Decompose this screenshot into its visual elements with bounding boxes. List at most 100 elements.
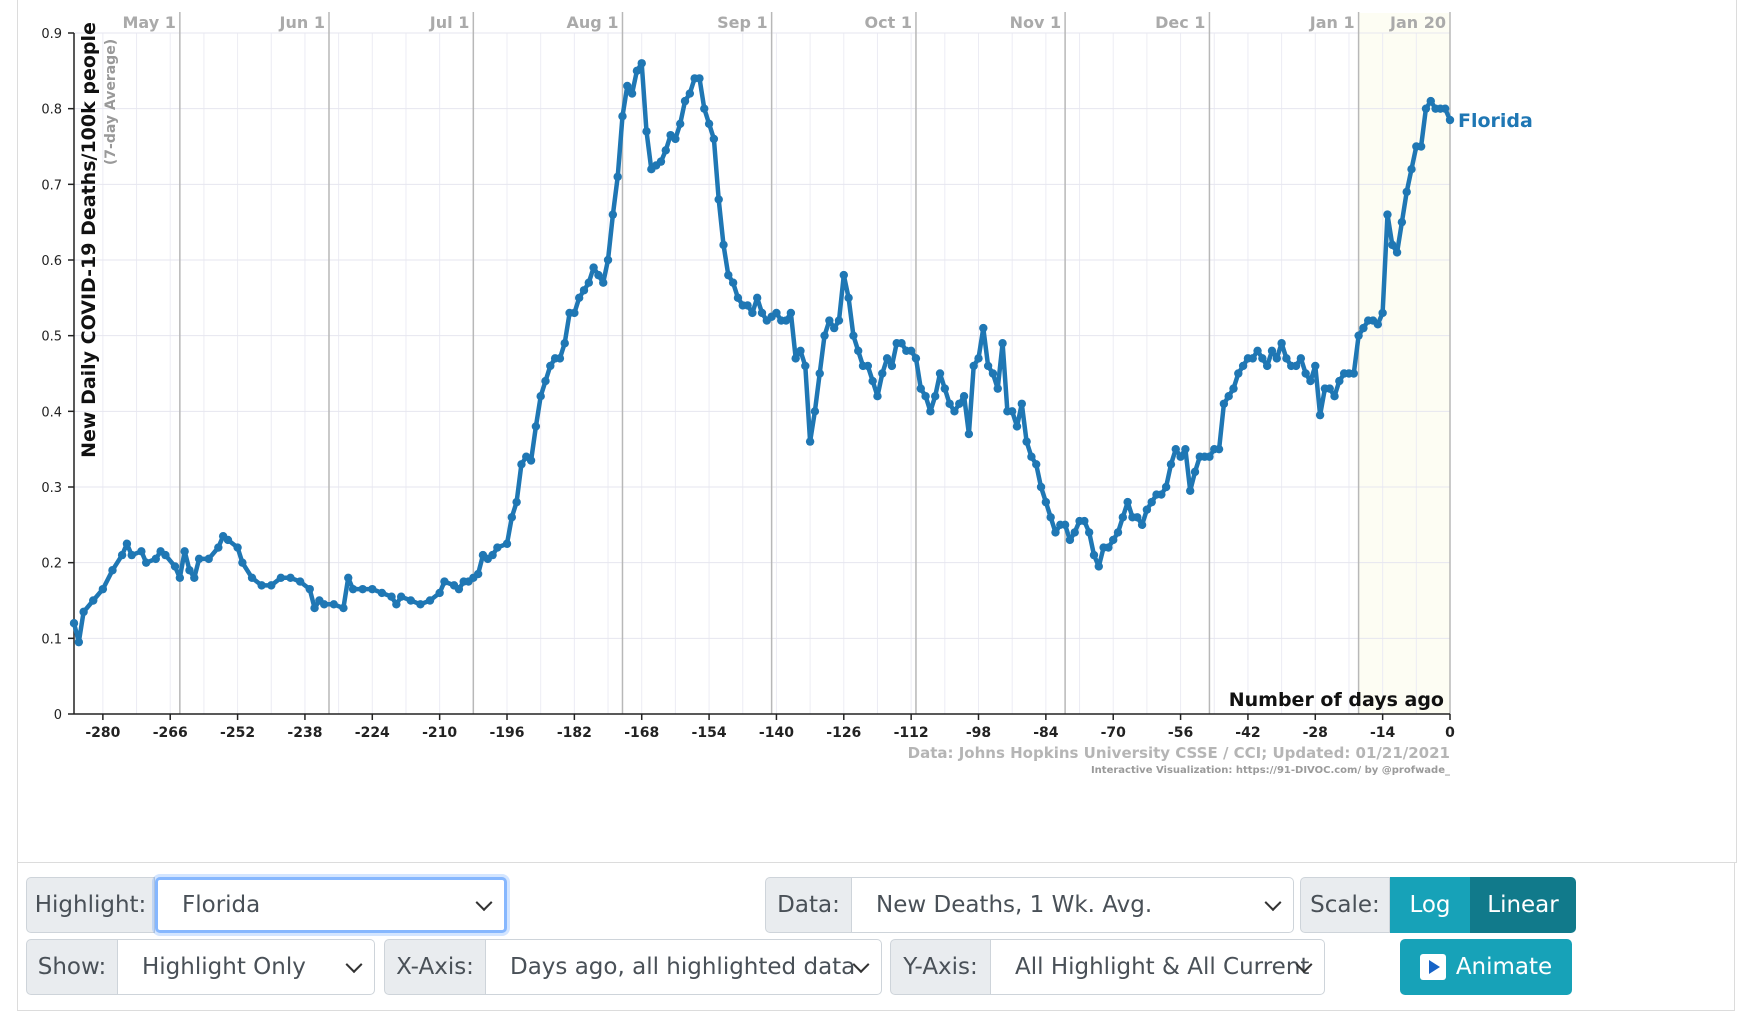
data-point <box>733 293 743 303</box>
data-point <box>796 346 805 355</box>
data-point <box>1229 384 1238 393</box>
scale-linear-button[interactable]: Linear <box>1470 877 1576 933</box>
data-point <box>440 577 449 586</box>
data-point <box>1089 550 1099 560</box>
data-point <box>570 308 579 318</box>
data-point <box>392 600 401 609</box>
data-point <box>396 592 406 601</box>
data-point <box>719 240 728 250</box>
data-point <box>781 316 791 325</box>
data-point <box>286 573 295 582</box>
data-point <box>1392 248 1402 257</box>
data-point <box>1113 528 1123 537</box>
data-point <box>993 384 1002 393</box>
month-label: Oct 1 <box>865 13 912 32</box>
data-point <box>801 361 810 371</box>
credit-text: Interactive Visualization: https://91-DI… <box>1091 765 1450 776</box>
data-point <box>170 562 180 571</box>
data-point <box>1407 165 1416 174</box>
data-point <box>377 588 387 598</box>
data-point <box>839 270 848 280</box>
data-point <box>627 89 637 98</box>
data-point <box>829 323 839 333</box>
x-tick-label: -224 <box>355 725 390 741</box>
data-point <box>834 316 844 325</box>
data-point <box>820 331 829 340</box>
x-axis-title: Number of days ago <box>1229 689 1444 711</box>
data-point <box>137 547 146 556</box>
data-point <box>406 596 415 605</box>
data-point <box>599 278 608 287</box>
data-point <box>536 392 545 401</box>
data-point <box>117 550 127 560</box>
data-point <box>959 392 969 401</box>
data-point <box>194 554 204 564</box>
month-label: Dec 1 <box>1155 13 1205 32</box>
highlight-select[interactable]: Florida <box>155 877 507 933</box>
data-point <box>507 513 517 522</box>
data-point <box>1084 528 1094 537</box>
xaxis-value: Days ago, all highlighted data <box>510 954 856 980</box>
xaxis-label: X-Axis: <box>384 939 486 995</box>
data-point <box>1051 528 1060 537</box>
data-point <box>1330 392 1339 401</box>
data-point <box>680 96 690 106</box>
data-point <box>1383 210 1392 219</box>
data-point <box>685 89 695 98</box>
data-point <box>89 596 98 605</box>
show-select[interactable]: Highlight Only <box>118 939 375 995</box>
data-point <box>69 619 79 628</box>
data-point <box>724 270 733 280</box>
data-point <box>704 119 714 128</box>
data-point <box>310 603 319 613</box>
data-point <box>1219 399 1229 408</box>
data-point <box>127 550 136 560</box>
data-select[interactable]: New Deaths, 1 Wk. Avg. <box>852 877 1294 933</box>
data-point <box>911 354 921 363</box>
animate-button[interactable]: Animate <box>1400 939 1572 995</box>
data-point <box>1224 392 1233 401</box>
data-point <box>204 554 213 564</box>
y-tick-label: 0.7 <box>41 178 62 193</box>
scale-log-button[interactable]: Log <box>1390 877 1470 933</box>
data-point <box>1104 543 1113 552</box>
x-tick-label: -154 <box>692 725 727 741</box>
data-point <box>267 581 276 590</box>
data-point <box>974 354 983 363</box>
y-tick-label: 0.5 <box>41 330 62 345</box>
play-icon <box>1419 954 1446 980</box>
y-tick-label: 0.3 <box>41 481 62 496</box>
data-point <box>709 134 719 144</box>
data-point <box>1253 346 1262 355</box>
data-point <box>1311 361 1320 371</box>
data-point <box>526 456 536 465</box>
data-point <box>1388 240 1397 250</box>
data-point <box>945 399 954 408</box>
data-point <box>1277 339 1286 348</box>
data-point <box>1315 410 1325 420</box>
data-point <box>1157 490 1166 499</box>
x-tick-label: -238 <box>287 725 322 741</box>
data-point <box>791 354 800 363</box>
data-point <box>1166 460 1176 469</box>
highlight-value: Florida <box>182 892 261 918</box>
yaxis-select[interactable]: All Highlight & All Current <box>991 939 1325 995</box>
data-point <box>1123 497 1132 507</box>
x-tick-label: -168 <box>624 725 659 741</box>
data-point <box>175 573 185 582</box>
month-label: Jun 1 <box>279 13 325 32</box>
xaxis-select[interactable]: Days ago, all highlighted data <box>486 939 882 995</box>
x-tick-label: -140 <box>759 725 794 741</box>
data-point <box>295 577 305 586</box>
data-point <box>1296 354 1306 363</box>
data-point <box>849 331 858 340</box>
data-point <box>435 588 444 598</box>
data-point <box>1046 513 1055 522</box>
data-point <box>1027 452 1036 461</box>
data-point <box>700 104 709 113</box>
data-point <box>1133 513 1142 522</box>
data-point <box>757 308 767 318</box>
data-point <box>844 293 853 303</box>
data-point <box>926 407 935 416</box>
data-point <box>969 361 978 371</box>
